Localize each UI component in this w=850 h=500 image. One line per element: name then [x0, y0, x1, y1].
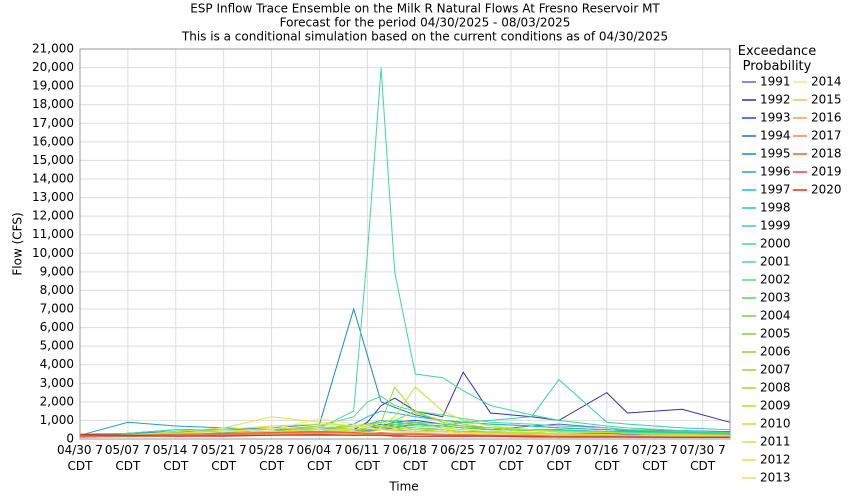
legend-label: 1999 [760, 219, 791, 233]
legend-label: 1993 [760, 111, 791, 125]
y-tick-label: 2,000 [40, 394, 74, 408]
legend-label: 2005 [760, 327, 791, 341]
chart-subtitle: This is a conditional simulation based o… [181, 30, 668, 44]
series-line [79, 433, 730, 438]
legend-label: 2017 [811, 129, 842, 143]
legend-label: 2011 [760, 435, 791, 449]
legend-label: 2003 [760, 291, 791, 305]
legend-label: 2018 [811, 147, 842, 161]
legend-label: 1997 [760, 183, 791, 197]
x-tick-label: 07/23 7 CDT [631, 443, 678, 473]
y-tick-label: 4,000 [40, 357, 74, 371]
legend-label: 2001 [760, 255, 791, 269]
legend-label: 1995 [760, 147, 791, 161]
chart-subtitle: Forecast for the period 04/30/2025 - 08/… [280, 16, 571, 30]
y-tick-label: 11,000 [32, 227, 74, 241]
x-tick-label: 05/21 7 CDT [200, 443, 247, 473]
x-tick-label: 07/09 7 CDT [535, 443, 582, 473]
y-tick-label: 12,000 [32, 209, 74, 223]
series-line [79, 423, 731, 438]
y-tick-label: 13,000 [32, 190, 74, 204]
y-tick-label: 14,000 [32, 172, 74, 186]
legend-label: 2020 [811, 183, 842, 197]
y-tick-label: 6,000 [40, 320, 74, 334]
legend-label: 2012 [760, 453, 791, 467]
y-tick-label: 10,000 [32, 246, 74, 260]
x-tick-label: 05/07 7 CDT [104, 443, 151, 473]
x-tick-label: 07/02 7 CDT [488, 443, 535, 473]
legend-label: 1991 [760, 75, 791, 89]
x-tick-label: 07/30 7 CDT [679, 443, 726, 473]
legend-label: 2009 [760, 399, 791, 413]
legend-label: 2015 [811, 93, 842, 107]
legend-label: 2004 [760, 309, 791, 323]
plot-area [79, 48, 731, 440]
y-tick-label: 5,000 [40, 339, 74, 353]
legend-label: 2010 [760, 417, 791, 431]
chart-title: ESP Inflow Trace Ensemble on the Milk R … [190, 2, 660, 16]
x-tick-label: 06/04 7 CDT [296, 443, 343, 473]
y-tick-label: 3,000 [40, 376, 74, 390]
x-tick-label: 05/14 7 CDT [152, 443, 199, 473]
plot-border [79, 48, 731, 440]
series-line [79, 431, 730, 438]
x-tick-label: 04/30 7 CDT [56, 443, 104, 473]
y-tick-label: 16,000 [32, 134, 74, 148]
y-tick-label: 7,000 [40, 302, 74, 316]
legend-label: 2013 [760, 471, 791, 485]
legend-label: 1998 [760, 201, 791, 215]
y-tick-label: 19,000 [32, 79, 74, 93]
legend-label: 1994 [760, 129, 791, 143]
y-tick-label: 9,000 [40, 264, 74, 278]
legend-label: 2002 [760, 273, 791, 287]
legend-label: 2000 [760, 237, 791, 251]
y-tick-label: 15,000 [32, 153, 74, 167]
legend-label: 2007 [760, 363, 791, 377]
legend-label: 2019 [811, 165, 842, 179]
series-line [79, 416, 731, 438]
y-tick-label: 18,000 [32, 97, 74, 111]
y-tick-label: 8,000 [40, 283, 74, 297]
legend-label: 2008 [760, 381, 791, 395]
x-tick-label: 06/18 7 CDT [392, 443, 439, 473]
y-tick-label: 17,000 [32, 116, 74, 130]
x-tick-label: 06/25 7 CDT [440, 443, 487, 473]
x-tick-label: 07/16 7 CDT [583, 443, 630, 473]
x-tick-label: 06/11 7 CDT [344, 443, 391, 473]
y-tick-label: 1,000 [40, 413, 74, 427]
legend-label: 2014 [811, 75, 842, 89]
legend-label: 2006 [760, 345, 791, 359]
y-tick-label: 21,000 [32, 42, 74, 56]
legend-label: 1996 [760, 165, 791, 179]
legend-label: 2016 [811, 111, 842, 125]
x-axis-label: Time [388, 480, 418, 494]
y-tick-label: 0 [66, 432, 74, 446]
legend-label: 1992 [760, 93, 791, 107]
y-axis-label: Flow (CFS) [11, 212, 25, 275]
legend-title: Exceedance Probability [737, 44, 817, 74]
x-tick-label: 05/28 7 CDT [248, 443, 295, 473]
y-tick-label: 20,000 [32, 60, 74, 74]
